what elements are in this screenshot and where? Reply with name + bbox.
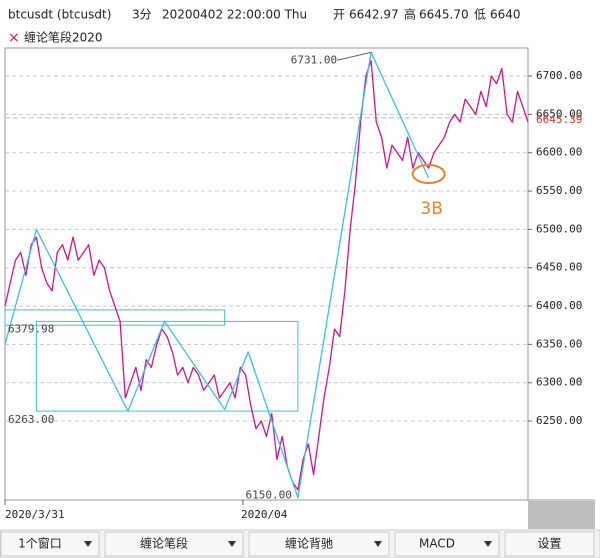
toolbar-label[interactable]: 设置	[537, 537, 561, 551]
y-tick-label: 6600.00	[536, 146, 582, 159]
toolbar-label[interactable]: MACD	[419, 537, 455, 551]
header-datetime: 20200402 22:00:00 Thu	[162, 8, 307, 22]
y-tick-label: 6450.00	[536, 261, 582, 274]
y-tick-label: 6500.00	[536, 222, 582, 235]
y-tick-label: 6250.00	[536, 414, 582, 427]
scroll-handle[interactable]	[528, 501, 595, 529]
signal-label: 3B	[420, 199, 442, 219]
header-high-label: 高	[404, 7, 416, 22]
header-period: 3分	[132, 8, 152, 22]
header-open: 6642.97	[349, 8, 399, 22]
y-tick-label: 6650.00	[536, 107, 582, 120]
header-high: 6645.70	[419, 8, 469, 22]
x-tick-label: 2020/3/31	[5, 508, 65, 521]
dropdown-arrow[interactable]	[484, 541, 492, 547]
y-tick-label: 6350.00	[536, 337, 582, 350]
y-tick-label: 6400.00	[536, 299, 582, 312]
toolbar-label[interactable]: 缠论笔段	[140, 536, 188, 551]
header-open-label: 开	[333, 8, 345, 22]
dropdown-arrow[interactable]	[84, 541, 92, 547]
dropdown-arrow[interactable]	[228, 541, 236, 547]
last-price-label: 6645.39	[536, 113, 582, 126]
toolbar-label[interactable]: 缠论背驰	[285, 536, 333, 551]
y-tick-label: 6550.00	[536, 184, 582, 197]
annotation: 6731.00	[291, 53, 337, 66]
pivot-box	[4, 309, 226, 326]
toolbar: 1个窗口 缠论笔段 缠论背驰 MACD 设置	[0, 529, 600, 558]
toolbar-label[interactable]: 1个窗口	[18, 537, 62, 551]
y-tick-label: 6700.00	[536, 69, 582, 82]
toolbar-button[interactable]	[0, 531, 100, 557]
toolbar-button[interactable]	[104, 531, 244, 557]
annotation: 6263.00	[8, 413, 54, 426]
signal-marker	[411, 164, 446, 185]
annotation: 6379.98	[8, 322, 54, 335]
pivot-box	[35, 320, 299, 412]
indicator-close[interactable]: ×	[8, 30, 20, 46]
toolbar-button[interactable]	[248, 531, 390, 557]
price-line	[4, 60, 529, 491]
stroke-line	[4, 51, 430, 499]
toolbar-button[interactable]	[504, 531, 595, 557]
annotation: 6150.00	[246, 489, 292, 502]
annotation-leader	[336, 51, 372, 61]
header-low: 6640	[490, 8, 521, 22]
indicator-name: 缠论笔段2020	[24, 30, 103, 45]
dropdown-arrow[interactable]	[374, 541, 382, 547]
toolbar-button[interactable]	[394, 531, 500, 557]
x-tick-label: 2020/04	[241, 508, 288, 521]
header-low-label: 低	[474, 8, 486, 22]
y-tick-label: 6300.00	[536, 376, 582, 389]
header-symbol: btcusdt (btcusdt)	[8, 8, 111, 22]
